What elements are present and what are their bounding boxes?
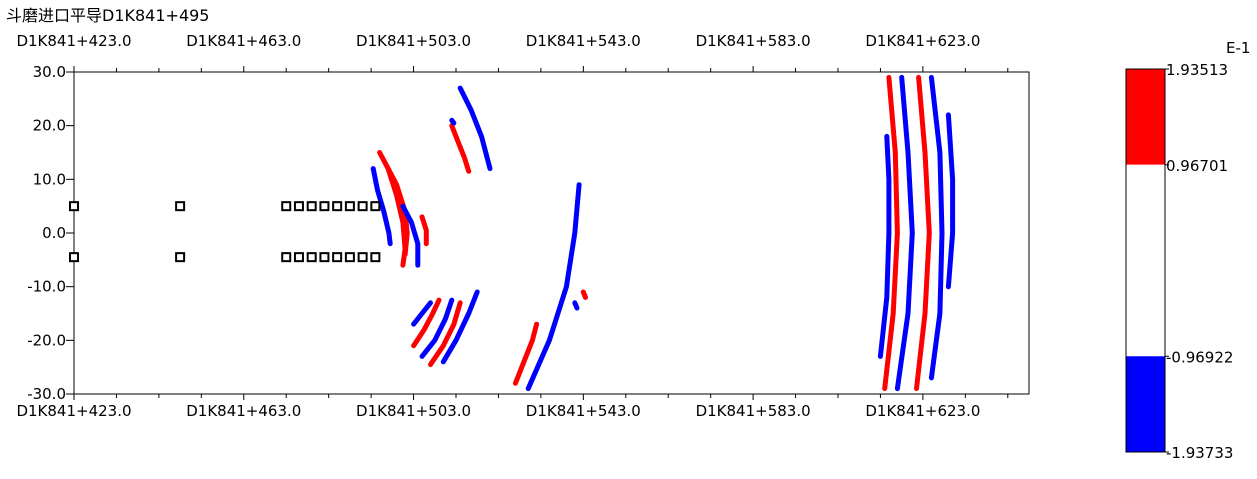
colorbar-segment [1126,356,1165,452]
plot-area [73,71,1030,395]
x-tick-label-top: D1K841+423.0 [16,32,131,50]
colorbar-frame [1125,68,1166,453]
receiver-marker [357,201,368,212]
receiver-marker [306,201,317,212]
arc-mark [411,297,442,349]
arc-mark [400,203,421,268]
x-tick-label-bottom: D1K841+503.0 [356,402,471,420]
receiver-marker [344,252,355,263]
arc-mark [370,166,393,247]
receiver-marker [344,201,355,212]
x-tick-label-bottom: D1K841+423.0 [16,402,131,420]
receiver-marker [175,201,186,212]
x-tick-labels-top: D1K841+423.0 D1K841+463.0 D1K841+503.0 D1K8… [16,32,980,50]
receiver-marker [293,201,304,212]
receiver-marker [370,201,381,212]
colorbar-segment [1126,69,1165,165]
chart-title: 斗磨进口平导D1K841+495 [6,6,209,25]
markers-layer [69,201,381,263]
receiver-marker [370,252,381,263]
arcs-layer [370,74,956,392]
arc-mark [449,123,472,174]
x-tick-label-bottom: D1K841+583.0 [696,402,811,420]
colorbar-label: 0.96701 [1166,157,1228,175]
receiver-marker [319,252,330,263]
x-tick-label-bottom: D1K841+463.0 [186,402,301,420]
arc-mark [928,74,945,381]
x-tick-label-top: D1K841+543.0 [526,32,641,50]
arc-mark [440,289,480,365]
y-tick-label: -10.0 [27,278,66,296]
y-tick-label: 10.0 [33,170,66,188]
y-tick-label: -30.0 [27,385,66,403]
receiver-marker [281,252,292,263]
arc-mark [877,133,892,359]
arc-mark [945,112,956,290]
receiver-marker [175,252,186,263]
x-tick-labels-bottom: D1K841+423.0 D1K841+463.0 D1K841+503.0 D1K8… [16,402,980,420]
receiver-marker [306,252,317,263]
x-tick-label-top: D1K841+503.0 [356,32,471,50]
arc-mark [457,85,493,172]
arc-mark [894,74,915,392]
arc-mark [419,297,455,359]
x-tick-label-bottom: D1K841+543.0 [526,402,641,420]
receiver-marker [293,252,304,263]
arc-mark [580,289,588,300]
x-tick-label-top: D1K841+463.0 [186,32,301,50]
ticks-layer [66,66,1009,400]
y-tick-label: 0.0 [42,224,66,242]
y-tick-label: 20.0 [33,117,66,135]
arc-mark [914,74,932,392]
y-tick-label: -20.0 [27,331,66,349]
y-tick-labels: 30.0 20.0 10.0 0.0 -10.0 -20.0 -30.0 [27,63,66,403]
receiver-marker [357,252,368,263]
x-tick-label-top: D1K841+623.0 [865,32,980,50]
receiver-marker [332,252,343,263]
receiver-marker [281,201,292,212]
receiver-marker [69,201,79,212]
x-tick-label-top: D1K841+583.0 [696,32,811,50]
y-tick-label: 30.0 [33,63,66,81]
arc-mark [525,182,582,392]
arc-mark [572,300,580,311]
arc-mark [882,74,900,392]
colorbar-label: -1.93733 [1166,444,1233,462]
arc-mark [411,300,433,327]
arc-mark [512,321,540,386]
receiver-marker [319,201,330,212]
arc-mark [419,214,429,247]
colorbar: E-1 1.93513 0.96701 -0.96922 -1.93733 [1125,39,1250,462]
colorbar-label: 1.93513 [1166,61,1228,79]
colorbar-exponent: E-1 [1226,39,1250,57]
arc-mark [449,117,457,126]
receiver-marker [332,201,343,212]
colorbar-segment [1126,164,1165,357]
x-tick-label-bottom: D1K841+623.0 [865,402,980,420]
receiver-marker [69,252,79,263]
colorbar-label: -0.96922 [1166,348,1233,366]
arc-mark [428,300,463,367]
